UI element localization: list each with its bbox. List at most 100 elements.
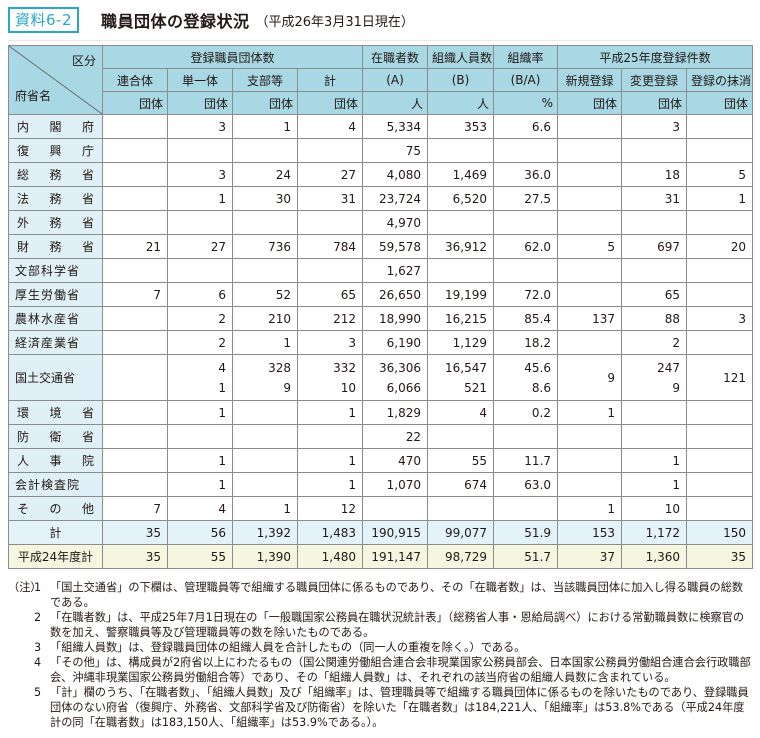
- cell: [427, 424, 495, 449]
- table-row: 会計検査院 1 1 1,070 674 63.0 1: [8, 472, 754, 497]
- cell: 21: [102, 234, 168, 259]
- cell: 1: [167, 472, 233, 497]
- cell: 31: [621, 186, 688, 211]
- group-h25-header: 平成25年度登録件数: [557, 45, 754, 69]
- row-header: 文部科学省: [8, 258, 103, 283]
- cell: 72.0: [493, 282, 559, 307]
- cell: 5,334: [362, 114, 429, 139]
- col-soshiki-rate-header: 組織率: [493, 45, 559, 69]
- header-row-1: 区分 府省名 登録職員団体数 在職者数 組織人員数 組織率 平成25年度登録件数: [8, 45, 754, 115]
- cell: [296, 424, 364, 449]
- cell: 16,215: [427, 306, 495, 331]
- cell: 1,392: [232, 520, 298, 545]
- cell: [557, 472, 623, 497]
- col-soshiki-rate-sub: (B/A): [493, 68, 559, 92]
- col-zaishoku-sub: (A): [362, 68, 429, 92]
- cell: [686, 424, 754, 449]
- cell: 3: [167, 114, 233, 139]
- cell: 51.7: [493, 544, 559, 569]
- cell: 36,912: [427, 234, 495, 259]
- footnote-label: [8, 685, 34, 730]
- cell: 697: [621, 234, 688, 259]
- row-header: 復興庁: [8, 138, 103, 163]
- cell: 18,990: [362, 306, 429, 331]
- cell: [296, 258, 364, 283]
- col-soshiki-jin-sub: (B): [427, 68, 495, 92]
- registration-table: 区分 府省名 登録職員団体数 在職者数 組織人員数 組織率 平成25年度登録件数…: [8, 45, 754, 569]
- header-row-units: 団体 団体 団体 団体 人 人 % 団体 団体 団体: [9, 91, 754, 115]
- row-header: 農林水産省: [8, 306, 103, 331]
- cell: 7: [102, 496, 168, 521]
- cell: 2: [167, 306, 233, 331]
- cell: 27: [167, 234, 233, 259]
- cell: 736: [232, 234, 298, 259]
- table-row: 復興庁 75: [8, 138, 754, 163]
- cell: 23,724: [362, 186, 429, 211]
- footnote-number: 4: [34, 656, 42, 669]
- cell: 3: [686, 306, 754, 331]
- unit-label: 団体: [296, 91, 364, 115]
- cell: 35: [102, 520, 168, 545]
- cell: [102, 472, 168, 497]
- cell: [102, 354, 168, 401]
- cell: [102, 448, 168, 473]
- footnote-text: 「在職者数」は、平成25年7月1日現在の「一般職国家公務員在職状況統計表」（総務…: [50, 611, 745, 639]
- cell: 210: [232, 306, 298, 331]
- cell: 1,390: [232, 544, 298, 569]
- cell: 674: [427, 472, 495, 497]
- cell: 153: [557, 520, 623, 545]
- cell: [427, 138, 495, 163]
- cell: [232, 258, 298, 283]
- cell: [493, 496, 559, 521]
- footnote-number: 3: [34, 641, 42, 654]
- cell: 26,650: [362, 282, 429, 307]
- cell: 1: [232, 114, 298, 139]
- cell: 4,080: [362, 162, 429, 187]
- cell: [557, 138, 623, 163]
- cell: [167, 258, 233, 283]
- cell: [232, 424, 298, 449]
- cell: 1: [296, 448, 364, 473]
- cell: [621, 138, 688, 163]
- diagonal-line-icon: [9, 46, 102, 114]
- cell: 1: [232, 496, 298, 521]
- cell: [621, 258, 688, 283]
- corner-category-label: 区分: [71, 54, 96, 68]
- cell: 1,129: [427, 330, 495, 355]
- footnote-number: 1: [34, 581, 42, 594]
- cell: 52: [232, 282, 298, 307]
- corner-ministry-label: 府省名: [15, 89, 52, 103]
- group-registered-header: 登録職員団体数: [101, 45, 364, 69]
- footnote-number: 5: [34, 686, 42, 699]
- cell: [686, 210, 754, 235]
- title-bar: 資料6-2 職員団体の登録状況 （平成26年3月31日現在）: [8, 7, 414, 33]
- cell: [686, 138, 754, 163]
- table-row: 経済産業省 2 1 3 6,190 1,129 18.2 2: [8, 330, 754, 355]
- cell: [102, 400, 168, 425]
- cell: 4: [167, 496, 233, 521]
- cell: 3: [167, 162, 233, 187]
- total-row: 計 35 56 1,392 1,483 190,915 99,077 51.9 …: [8, 520, 754, 545]
- cell: 3: [621, 114, 688, 139]
- cell: [102, 138, 168, 163]
- cell: [102, 210, 168, 235]
- col-henko-header: 変更登録: [621, 68, 688, 92]
- cell: 5: [557, 234, 623, 259]
- cell: 88: [621, 306, 688, 331]
- footnote-label: [8, 655, 34, 685]
- cell: 12: [296, 496, 364, 521]
- col-tanitsu-header: 単一体: [167, 68, 233, 92]
- cell: 1: [167, 186, 233, 211]
- cell: 137: [557, 306, 623, 331]
- cell: [686, 114, 754, 139]
- cell: [557, 258, 623, 283]
- cell: 1,480: [296, 544, 364, 569]
- cell: [232, 472, 298, 497]
- cell: [557, 330, 623, 355]
- cell: [232, 138, 298, 163]
- table-row: 厚生労働省 7 6 52 65 26,650 19,199 72.0 65: [8, 282, 754, 307]
- cell: 27.5: [493, 186, 559, 211]
- footnote-text: 「組織人員数」は、登録職員団体の組織人員を合計したもの（同一人の重複を除く。）で…: [50, 641, 526, 654]
- table-row: その他 7 4 1 12 1 10: [8, 496, 754, 521]
